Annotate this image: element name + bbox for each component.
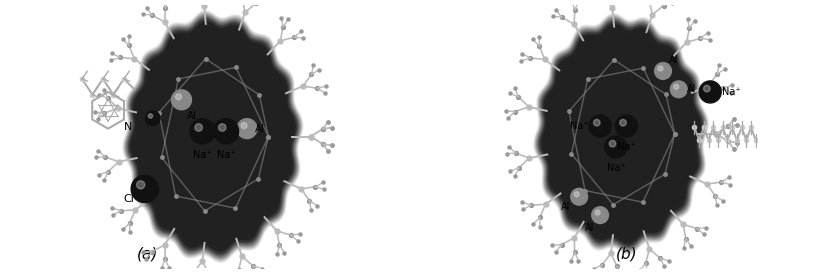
Text: Na⁺: Na⁺ (617, 142, 636, 152)
Text: Al: Al (255, 124, 265, 134)
Text: Na⁺: Na⁺ (217, 150, 235, 160)
Polygon shape (136, 29, 289, 244)
Circle shape (658, 66, 663, 71)
Polygon shape (126, 15, 299, 258)
Text: Al: Al (187, 111, 197, 121)
Polygon shape (135, 28, 291, 245)
Circle shape (589, 115, 611, 137)
Polygon shape (132, 23, 294, 250)
Text: Al: Al (669, 55, 678, 66)
Circle shape (237, 119, 257, 139)
Circle shape (195, 124, 203, 131)
Polygon shape (536, 16, 706, 251)
Polygon shape (538, 19, 704, 248)
Circle shape (655, 63, 671, 79)
Text: Al: Al (585, 223, 595, 233)
Polygon shape (134, 26, 292, 247)
Polygon shape (545, 29, 697, 239)
Polygon shape (535, 15, 707, 253)
Circle shape (620, 119, 626, 126)
Polygon shape (551, 38, 691, 230)
Circle shape (594, 119, 600, 126)
Polygon shape (546, 30, 696, 238)
Polygon shape (550, 35, 693, 233)
Polygon shape (540, 23, 701, 245)
Text: Al: Al (561, 202, 570, 212)
Circle shape (145, 111, 160, 126)
Circle shape (574, 192, 579, 197)
Circle shape (605, 136, 627, 158)
Polygon shape (133, 24, 293, 249)
Circle shape (609, 140, 615, 147)
Polygon shape (541, 24, 701, 244)
Circle shape (172, 90, 192, 110)
Polygon shape (139, 34, 286, 239)
Circle shape (595, 210, 600, 215)
Text: N: N (123, 122, 132, 132)
Text: Na⁺: Na⁺ (722, 87, 741, 97)
Circle shape (219, 124, 226, 131)
Text: (b): (b) (615, 247, 637, 262)
Circle shape (671, 81, 687, 98)
Polygon shape (131, 21, 295, 252)
Circle shape (131, 175, 158, 203)
Circle shape (241, 123, 247, 129)
Polygon shape (129, 20, 296, 253)
Circle shape (591, 207, 609, 224)
Text: Al: Al (687, 84, 696, 94)
Circle shape (615, 115, 637, 137)
Circle shape (148, 114, 153, 118)
Text: Na⁺: Na⁺ (193, 150, 212, 160)
Polygon shape (138, 31, 289, 242)
Polygon shape (537, 18, 705, 250)
Text: (a): (a) (137, 247, 158, 262)
Circle shape (674, 84, 679, 89)
Polygon shape (128, 17, 299, 256)
Circle shape (214, 119, 239, 144)
Polygon shape (544, 27, 698, 241)
Circle shape (699, 81, 721, 103)
Circle shape (175, 94, 182, 100)
Polygon shape (540, 21, 703, 247)
Circle shape (570, 188, 587, 205)
Polygon shape (547, 32, 696, 236)
Circle shape (190, 119, 215, 144)
Polygon shape (123, 10, 303, 263)
Polygon shape (548, 33, 694, 235)
Polygon shape (534, 13, 708, 254)
Text: Na⁺: Na⁺ (570, 121, 589, 131)
Polygon shape (543, 26, 700, 242)
Polygon shape (138, 32, 288, 241)
Text: Na⁺: Na⁺ (606, 163, 626, 173)
Polygon shape (128, 18, 298, 255)
Polygon shape (125, 14, 301, 259)
Circle shape (137, 181, 145, 189)
Polygon shape (553, 39, 690, 229)
Polygon shape (550, 36, 692, 232)
Circle shape (704, 85, 711, 92)
Polygon shape (142, 37, 284, 236)
Polygon shape (141, 35, 285, 238)
Polygon shape (124, 12, 302, 261)
Text: Cl: Cl (123, 194, 134, 204)
